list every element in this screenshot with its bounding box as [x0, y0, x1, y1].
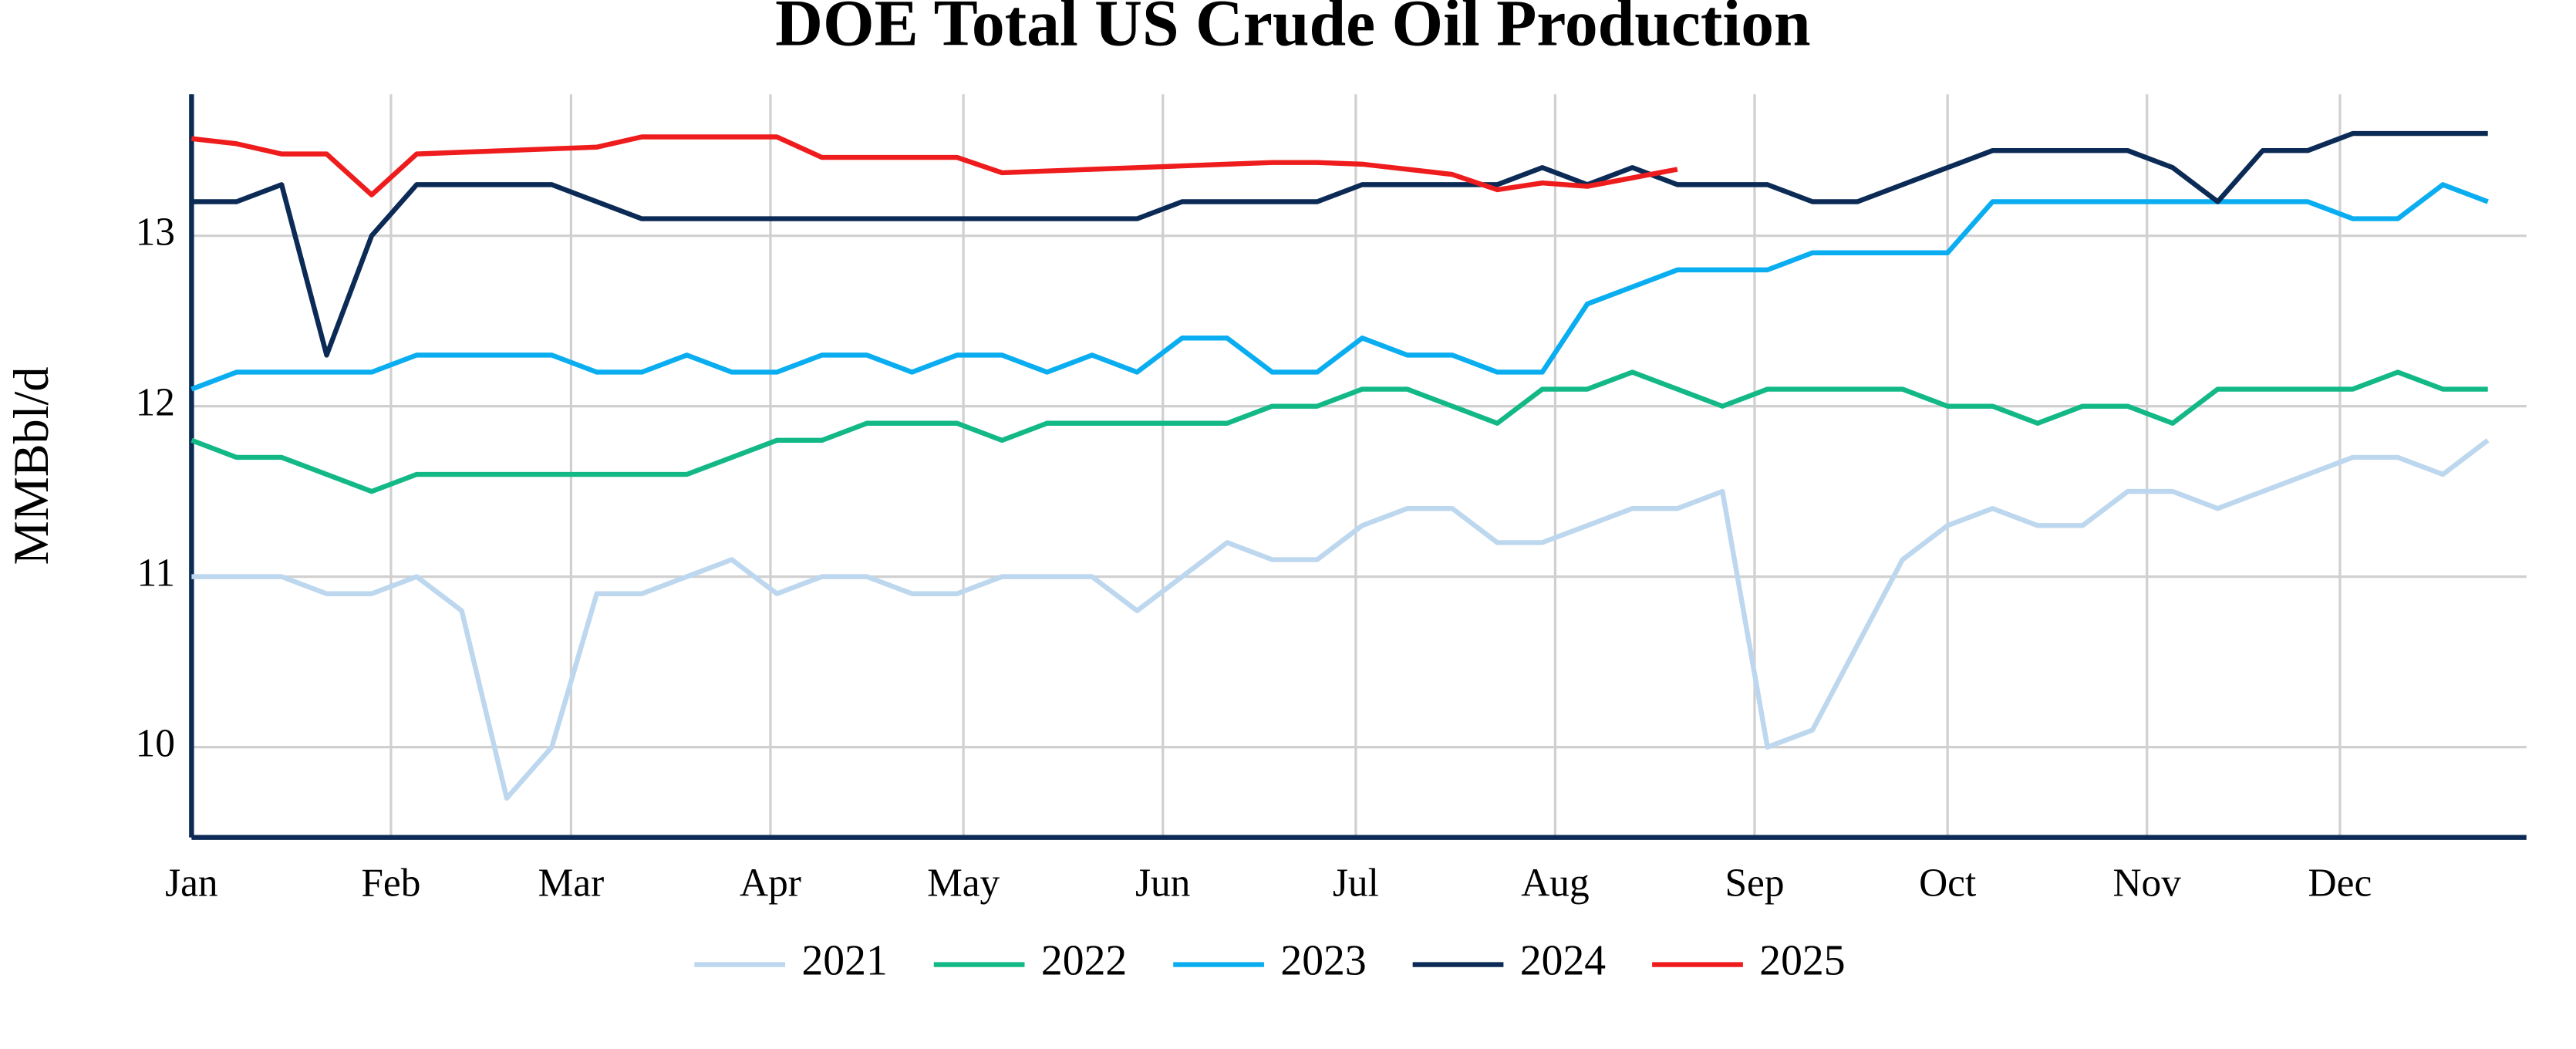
x-tick-label: Feb [361, 862, 420, 906]
series-line [191, 130, 2488, 358]
legend-label: 2021 [801, 936, 887, 984]
y-tick-label: 13 [136, 210, 175, 254]
x-tick-label: Aug [1521, 862, 1589, 906]
x-tick-label: Sep [1725, 862, 1784, 906]
y-tick-label: 11 [137, 551, 174, 595]
legend-label: 2024 [1520, 936, 1606, 984]
x-tick-label: Jan [165, 862, 217, 906]
series-line [191, 438, 2490, 801]
legend-label: 2022 [1041, 936, 1127, 984]
series-line [191, 134, 1678, 197]
x-tick-label: Mar [538, 862, 605, 906]
legend-label: 2023 [1280, 936, 1366, 984]
chart-title: DOE Total US Crude Oil Production [775, 0, 1811, 59]
series-line [191, 182, 2489, 392]
x-tick-label: May [927, 862, 1000, 906]
x-tick-label: Jun [1135, 862, 1190, 906]
legend-label: 2025 [1759, 936, 1845, 984]
y-tick-label: 10 [136, 721, 175, 765]
y-tick-label: 12 [136, 380, 175, 424]
x-tick-label: Dec [2308, 862, 2372, 906]
series-line [191, 369, 2488, 494]
x-tick-label: Nov [2112, 862, 2181, 906]
x-tick-label: Oct [1919, 862, 1976, 906]
x-tick-label: Jul [1333, 862, 1379, 906]
y-axis-label: MMBbl/d [4, 367, 59, 565]
x-tick-label: Apr [740, 862, 801, 906]
